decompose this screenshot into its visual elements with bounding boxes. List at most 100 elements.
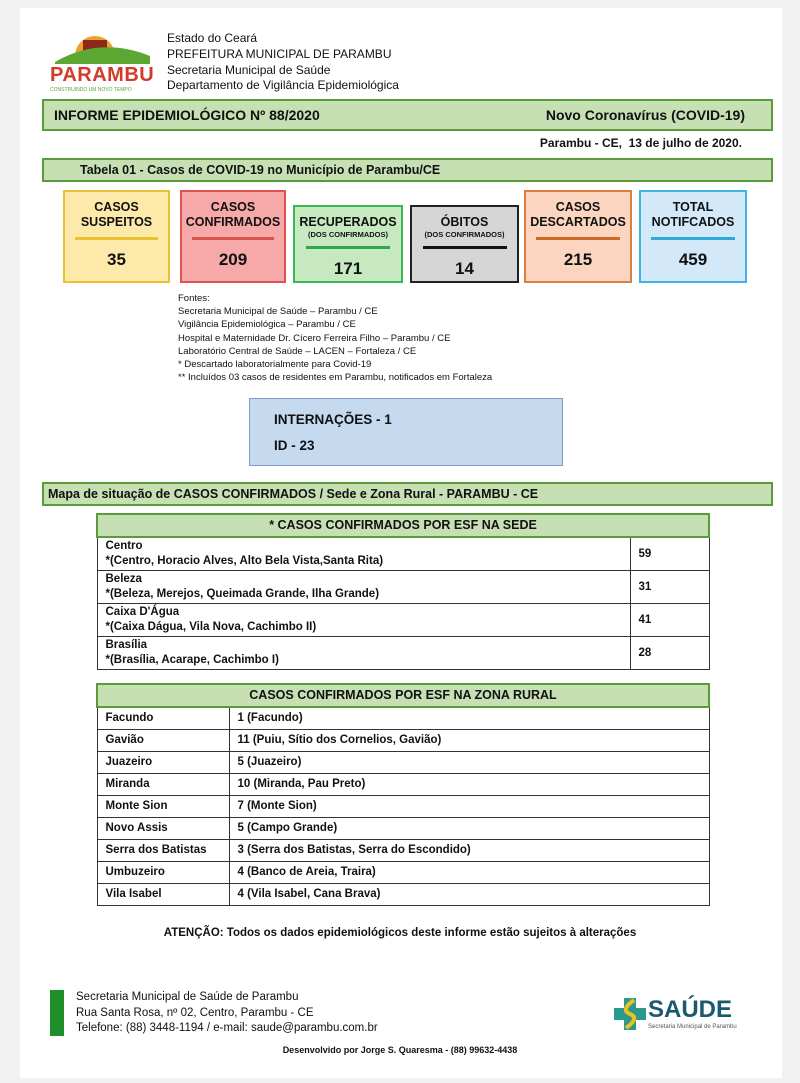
health-cross-icon <box>614 998 646 1030</box>
case-count: 28 <box>629 636 710 670</box>
esf-name: Serra dos Batistas <box>96 839 230 862</box>
esf-name: Centro <box>105 540 143 552</box>
table-row: Facundo 1 (Facundo) <box>96 706 710 730</box>
table-title: Tabela 01 - Casos de COVID-19 no Municíp… <box>80 163 441 177</box>
map-title-bar: Mapa de situação de CASOS CONFIRMADOS / … <box>42 482 773 506</box>
stat-divider <box>651 237 735 240</box>
esf-name: Miranda <box>96 773 230 796</box>
sources-line: * Descartado laboratorialmente para Covi… <box>178 359 372 371</box>
table-row: Beleza *(Beleza, Merejos, Queimada Grande… <box>96 570 710 604</box>
case-detail: 1 (Facundo) <box>228 706 710 730</box>
esf-cell: Caixa D'Água *(Caixa Dágua, Vila Nova, Ca… <box>96 603 631 637</box>
parambu-logo: PARAMBU CONSTRUINDO UM NOVO TEMPO <box>50 28 156 96</box>
footer-green-bar <box>50 990 64 1036</box>
stat-label: RECUPERADOS <box>299 215 397 229</box>
sede-table-header: * CASOS CONFIRMADOS POR ESF NA SEDE <box>96 513 710 538</box>
stat-label: CASOS <box>94 200 139 214</box>
esf-detail: *(Beleza, Merejos, Queimada Grande, Ilha… <box>105 588 380 600</box>
header-lines: Estado do Ceará PREFEITURA MUNICIPAL DE … <box>167 31 399 94</box>
esf-cell: Centro *(Centro, Horacio Alves, Alto Bela… <box>96 536 631 571</box>
case-detail: 4 (Banco de Areia, Traira) <box>228 861 710 884</box>
case-count: 31 <box>629 570 710 604</box>
esf-name: Caixa D'Água <box>105 606 180 618</box>
report-title: INFORME EPIDEMIOLÓGICO Nº 88/2020 <box>54 107 320 123</box>
stat-sublabel: (DOS CONFIRMADOS) <box>308 230 388 239</box>
case-detail: 7 (Monte Sion) <box>228 795 710 818</box>
case-count: 59 <box>629 536 710 571</box>
header-line: Secretaria Municipal de Saúde <box>167 62 331 77</box>
logo-text: PARAMBU <box>50 64 155 86</box>
esf-name: Juazeiro <box>96 751 230 774</box>
stat-label: NOTIFCADOS <box>651 215 735 229</box>
report-subject: Novo Coronavírus (COVID-19) <box>545 107 745 123</box>
sources-line: Vigilância Epidemiológica – Parambu / CE <box>178 319 356 331</box>
stat-value: 459 <box>678 250 708 269</box>
table-row: Centro *(Centro, Horacio Alves, Alto Bela… <box>96 536 710 571</box>
sede-table: * CASOS CONFIRMADOS POR ESF NA SEDE Cent… <box>96 513 710 670</box>
stat-sublabel: (DOS CONFIRMADOS) <box>424 230 505 239</box>
esf-cell: Brasília *(Brasília, Acarape, Cachimbo I) <box>96 636 631 670</box>
stat-value: 14 <box>455 259 474 278</box>
case-count: 41 <box>629 603 710 637</box>
stat-value: 171 <box>333 259 363 278</box>
sources: Fontes: Secretaria Municipal de Saúde – … <box>178 292 492 384</box>
stat-box: RECUPERADOS (DOS CONFIRMADOS) 171 <box>293 205 403 283</box>
rural-table: CASOS CONFIRMADOS POR ESF NA ZONA RURAL … <box>96 683 710 906</box>
saude-logo: SAÚDE Secretaria Municipal de Parambu <box>612 996 737 1032</box>
case-detail: 5 (Campo Grande) <box>228 817 710 840</box>
table-row: Vila Isabel 4 (Vila Isabel, Cana Brava) <box>96 883 710 906</box>
table-title-bar: Tabela 01 - Casos de COVID-19 no Municíp… <box>42 158 773 182</box>
esf-detail: *(Centro, Horacio Alves, Alto Bela Vista… <box>105 555 384 567</box>
developer-credit: Desenvolvido por Jorge S. Quaresma - (88… <box>282 1045 518 1055</box>
footer-line: Telefone: (88) 3448-1194 / e-mail: saude… <box>76 1022 378 1034</box>
attention-note: ATENÇÃO: Todos os dados epidemiológicos … <box>163 927 637 939</box>
stat-value: 215 <box>563 250 593 269</box>
table-row: Caixa D'Água *(Caixa Dágua, Vila Nova, Ca… <box>96 603 710 637</box>
header-line: Departamento de Vigilância Epidemiológic… <box>167 78 399 93</box>
table-row: Serra dos Batistas 3 (Serra dos Batistas,… <box>96 839 710 862</box>
stat-label: CASOS <box>555 200 601 214</box>
stat-label: CONFIRMADOS <box>185 215 281 229</box>
footer-line: Rua Santa Rosa, nº 02, Centro, Parambu -… <box>76 1006 314 1019</box>
esf-name: Facundo <box>96 706 230 730</box>
footer-contact: Secretaria Municipal de Saúde de Parambu… <box>76 990 378 1037</box>
sources-line: Fontes: <box>178 293 210 304</box>
case-detail: 5 (Juazeiro) <box>228 751 710 774</box>
esf-name: Novo Assis <box>96 817 230 840</box>
esf-name: Gavião <box>96 729 230 752</box>
table-row: Gavião 11 (Puiu, Sítio dos Cornelios, Gav… <box>96 729 710 752</box>
esf-detail: *(Brasília, Acarape, Cachimbo I) <box>105 654 279 666</box>
stat-label: ÓBITOS <box>440 215 489 229</box>
stat-label: DESCARTADOS <box>530 215 626 229</box>
sources-line: ** Incluídos 03 casos de residentes em P… <box>178 372 493 384</box>
stat-value: 35 <box>107 250 126 269</box>
stat-label: TOTAL <box>672 200 714 214</box>
stat-divider <box>192 237 274 240</box>
esf-detail: *(Caixa Dágua, Vila Nova, Cachimbo II) <box>105 621 317 633</box>
case-detail: 3 (Serra dos Batistas, Serra do Escondid… <box>228 839 710 862</box>
stat-box: CASOS SUSPEITOS 35 <box>63 190 170 283</box>
stat-divider <box>422 246 507 249</box>
id-value: ID - 23 <box>274 438 315 453</box>
rural-table-header: CASOS CONFIRMADOS POR ESF NA ZONA RURAL <box>96 683 710 708</box>
esf-name: Vila Isabel <box>96 883 230 906</box>
sources-line: Secretaria Municipal de Saúde – Parambu … <box>178 306 378 318</box>
sources-line: Hospital e Maternidade Dr. Cícero Ferrei… <box>178 332 451 344</box>
stat-label: SUSPEITOS <box>80 215 153 229</box>
report-title-bar: INFORME EPIDEMIOLÓGICO Nº 88/2020 Novo C… <box>42 99 773 131</box>
saude-logo-text: SAÚDE <box>648 996 733 1023</box>
tables-area: * CASOS CONFIRMADOS POR ESF NA SEDE Cent… <box>96 513 710 940</box>
esf-name: Umbuzeiro <box>96 861 230 884</box>
esf-name: Beleza <box>105 573 142 585</box>
case-detail: 4 (Vila Isabel, Cana Brava) <box>228 883 710 906</box>
case-detail: 10 (Miranda, Pau Preto) <box>228 773 710 796</box>
esf-name: Monte Sion <box>96 795 230 818</box>
table-row: Monte Sion 7 (Monte Sion) <box>96 795 710 818</box>
stat-box: TOTAL NOTIFCADOS 459 <box>639 190 747 283</box>
saude-logo-sub: Secretaria Municipal de Parambu <box>648 1024 737 1030</box>
logo-tagline: CONSTRUINDO UM NOVO TEMPO <box>50 87 132 93</box>
table-row: Juazeiro 5 (Juazeiro) <box>96 751 710 774</box>
header-line: Estado do Ceará <box>167 31 258 45</box>
stat-box: CASOS DESCARTADOS 215 <box>524 190 632 283</box>
stat-box: ÓBITOS (DOS CONFIRMADOS) 14 <box>410 205 519 283</box>
